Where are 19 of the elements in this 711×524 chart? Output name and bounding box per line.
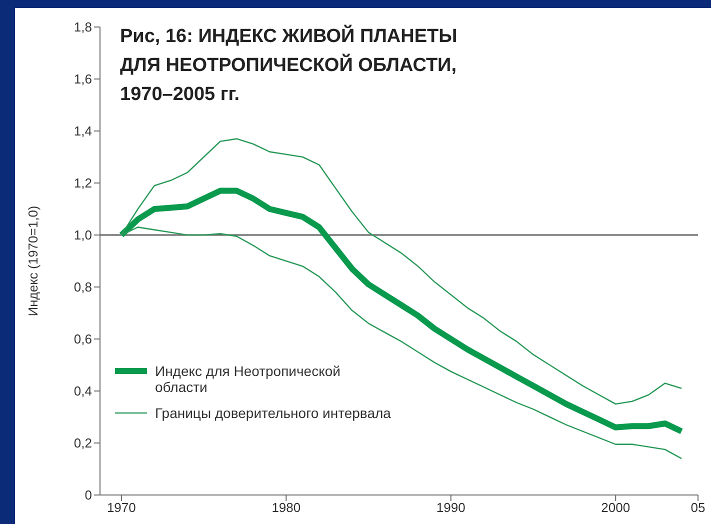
legend-label: Границы доверительного интервала	[155, 405, 392, 421]
x-tick-label: 1980	[272, 500, 301, 516]
y-tick-label: 0,8	[74, 280, 92, 295]
text: Рис, 16: ИНДЕКС ЖИВОЙ ПЛАНЕТЫ ДЛЯ НЕОТРОПИЧЕСКОЙ ОБЛАСТИ, 1970–2005 гг.	[120, 24, 458, 107]
y-tick-label: 0,4	[74, 384, 92, 399]
y-tick-label: 0	[84, 488, 92, 503]
x-tick-label: 05	[690, 500, 706, 516]
y-tick-label: 0,6	[74, 332, 92, 347]
y-tick-label: 1,8	[74, 20, 92, 35]
x-tick-label: 1970	[106, 500, 136, 516]
y-tick-label: 1,2	[74, 176, 92, 191]
y-tick-label: 0,2	[74, 436, 92, 451]
x-tick-label: 2000	[601, 500, 630, 516]
y-tick-label: 1,0	[74, 228, 92, 243]
x-tick-label: 1990	[436, 500, 466, 516]
y-tick-label: 1,4	[74, 124, 92, 139]
y-tick-label: 1,6	[74, 72, 92, 87]
legend-label: Индекс для Неотропической области	[155, 363, 342, 395]
y-axis-title: Индекс (1970=1,0)	[26, 206, 41, 316]
